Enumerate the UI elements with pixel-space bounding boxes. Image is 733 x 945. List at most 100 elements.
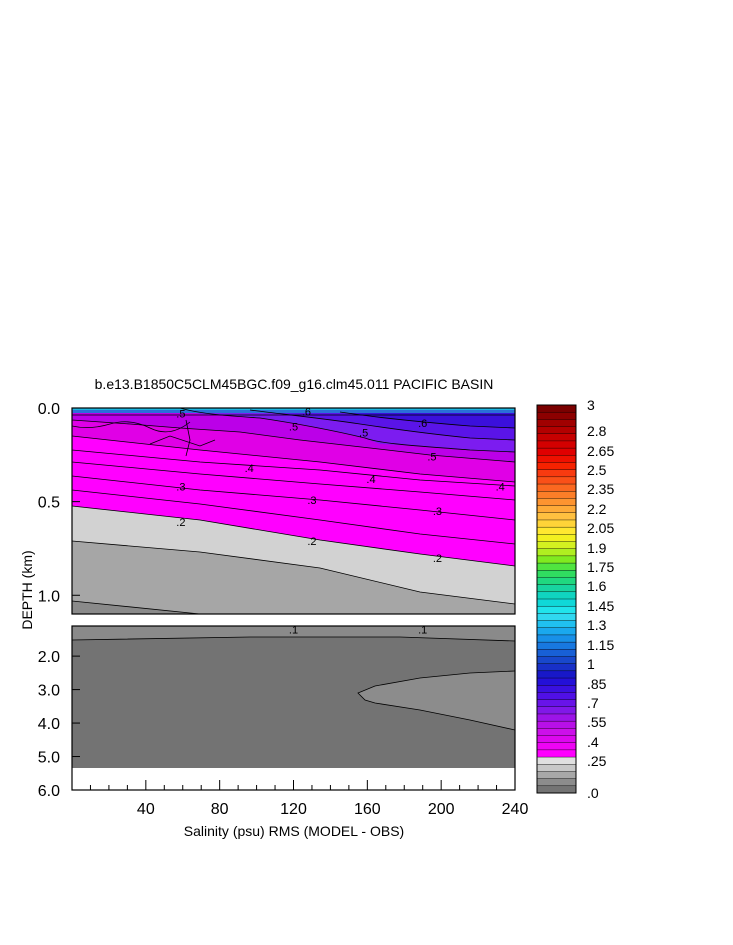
fill-band-surface-lower [72,626,515,641]
y-tick-label: 6.0 [38,783,60,800]
colorbar-swatch [536,440,577,449]
contour-label: .4 [366,474,375,486]
colorbar-swatch [536,613,577,622]
colorbar-swatch [536,785,577,794]
contour-label: .4 [245,463,254,475]
colorbar-swatch [536,620,577,629]
colorbar-swatch [536,476,577,485]
colorbar-label: 1.15 [587,637,614,653]
colorbar-label: .85 [587,676,607,692]
colorbar-label: 1.3 [587,617,607,633]
colorbar-swatch [536,605,577,614]
colorbar-swatch [536,634,577,643]
colorbar-label: 2.2 [587,501,607,517]
contour-label: .2 [433,553,442,565]
colorbar-swatch [536,764,577,772]
fill-band-0.1-bulge [358,671,515,730]
contour-lines-lower [72,636,515,731]
y-tick-label: 0.5 [38,495,60,512]
upper-frame [71,407,516,615]
colorbar-label: 1 [587,656,595,672]
colorbar-swatch [536,598,577,607]
colorbar-label: 2.5 [587,462,607,478]
contour-lines-upper [72,408,515,614]
colorbar-swatch [536,498,577,507]
colorbar-swatch [536,685,577,693]
colorbar-label: 1.45 [587,598,614,614]
contour-label: .1 [289,624,298,636]
y-tick-label: 1.0 [38,588,60,605]
contour-label: .4 [496,482,505,494]
colorbar-swatch [536,512,577,521]
x-axis-label: Salinity (psu) RMS (MODEL - OBS) [184,823,404,839]
y-axis-label: DEPTH (km) [19,550,35,629]
colorbar-swatch [536,728,577,737]
colorbar-label: .0 [587,785,599,801]
chart-title: b.e13.B1850C5CLM45BGC.f09_g16.clm45.011 … [95,376,494,392]
colorbar-swatch [536,713,577,722]
contour-label: .5 [359,427,368,439]
colorbar-label: 2.65 [587,443,614,459]
fill-band-0.1 [72,601,515,614]
colorbar-frame [536,404,577,794]
colorbar-swatch [536,720,577,729]
x-axis: 40 80 120 160 200 240 [89,780,528,818]
colorbar-swatch [536,447,577,456]
colorbar-swatch [536,670,577,679]
colorbar-label: .55 [587,714,607,730]
colorbar-swatch [536,404,577,413]
colorbar-swatch [536,735,577,744]
y-tick-label: 5.0 [38,750,60,767]
colorbar-swatch [536,469,577,478]
colorbar-swatch [536,699,577,708]
colorbar-swatch [536,742,577,751]
colorbar-label: 2.35 [587,481,614,497]
fill-band-surface [72,408,515,413]
colorbar-label: 2.8 [587,423,607,439]
colorbar-swatch [536,656,577,665]
colorbar-swatch [536,663,577,672]
colorbar-label: 1.6 [587,578,607,594]
colorbar-swatch [536,419,577,428]
y-tick-label: 3.0 [38,683,60,700]
contour-label: .3 [176,482,185,494]
contour-label: .1 [418,624,427,636]
colorbar-swatch [536,526,577,535]
colorbar-swatch [536,749,577,758]
x-tick-label: 160 [354,801,381,818]
colorbar-label: .7 [587,695,599,711]
y-tick-label: 4.0 [38,716,60,733]
colorbar-swatch [536,778,577,787]
colorbar-swatch [536,627,577,636]
contour-label: .6 [302,407,311,419]
colorbar-swatch [536,455,577,463]
x-tick-label: 80 [211,801,229,818]
fill-band-surface-2 [72,408,515,410]
contour-label: .5 [176,409,185,421]
colorbar-swatch [536,591,577,600]
colorbar-label: 2.05 [587,520,614,536]
y-tick-label: 2.0 [38,649,60,666]
colorbar-swatch [536,541,577,550]
contour-label: .3 [433,506,442,518]
contour-label: .5 [427,452,436,464]
contour-label: .6 [418,418,427,430]
contour-label: .5 [289,422,298,434]
colorbar-swatch [536,577,577,586]
x-tick-label: 200 [428,801,455,818]
colorbar-swatch [536,562,577,571]
colorbar-swatch [536,756,577,765]
contour-label: .2 [176,517,185,529]
x-tick-label: 40 [137,801,155,818]
colorbar-swatch [536,433,577,442]
colorbar: 3 2.8 2.65 2.5 2.35 2.2 2.05 1.9 1.75 1.6 1.45 1.3 1… [536,397,614,801]
colorbar-swatch [536,534,577,543]
colorbar-swatch [536,584,577,593]
y-tick-label: 0.0 [38,401,60,418]
colorbar-swatch [536,555,577,564]
contour-labels: .5 .6 .5 .5 .6 .5 .4 .4 .4 .3 .3 .3 .2 .2 .2 .1 .1 [176,407,505,637]
colorbar-swatch [536,548,577,557]
colorbar-label: .25 [587,753,607,769]
y-axis: 0.0 0.5 1.0 2.0 3.0 4.0 5.0 6.0 [38,401,80,800]
